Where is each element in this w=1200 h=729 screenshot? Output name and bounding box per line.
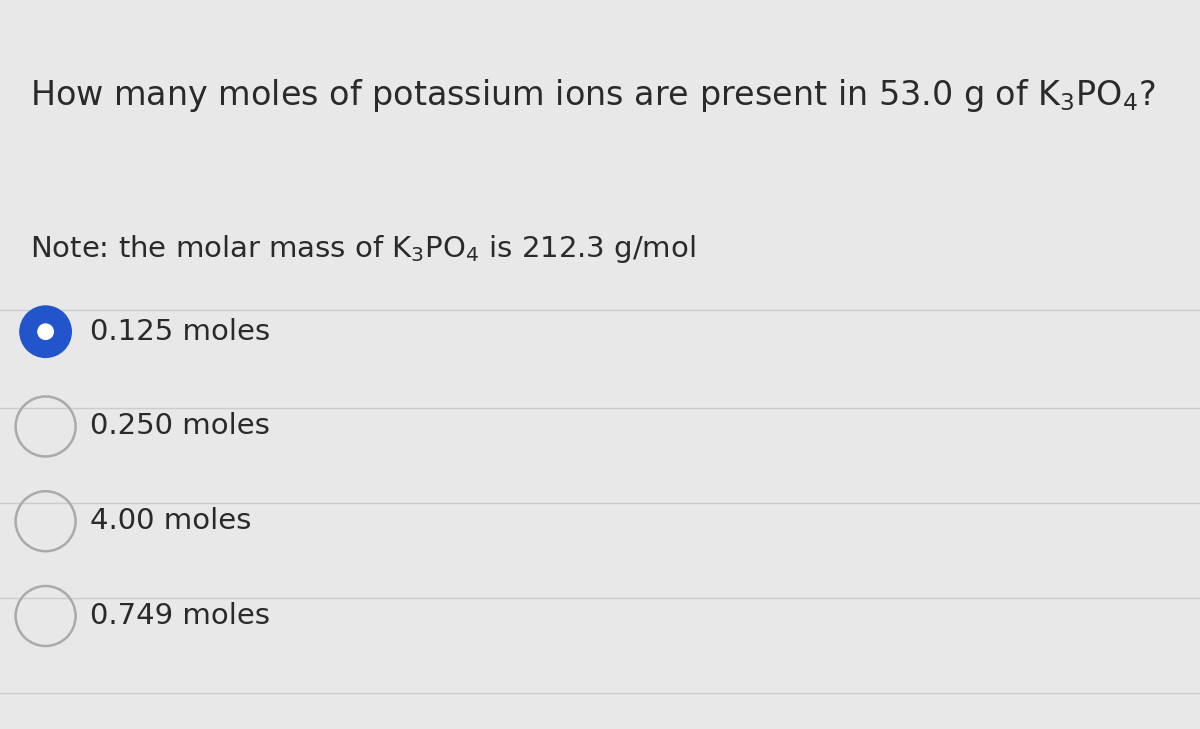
Ellipse shape [19,305,72,358]
Text: Note: the molar mass of K$_3$PO$_4$ is 212.3 g/mol: Note: the molar mass of K$_3$PO$_4$ is 2… [30,233,696,265]
Text: How many moles of potassium ions are present in 53.0 g of K$_3$PO$_4$?: How many moles of potassium ions are pre… [30,77,1156,114]
Text: 0.125 moles: 0.125 moles [90,318,270,346]
Text: 0.749 moles: 0.749 moles [90,602,270,630]
Text: 0.250 moles: 0.250 moles [90,413,270,440]
Ellipse shape [37,323,54,340]
Text: 4.00 moles: 4.00 moles [90,507,251,535]
